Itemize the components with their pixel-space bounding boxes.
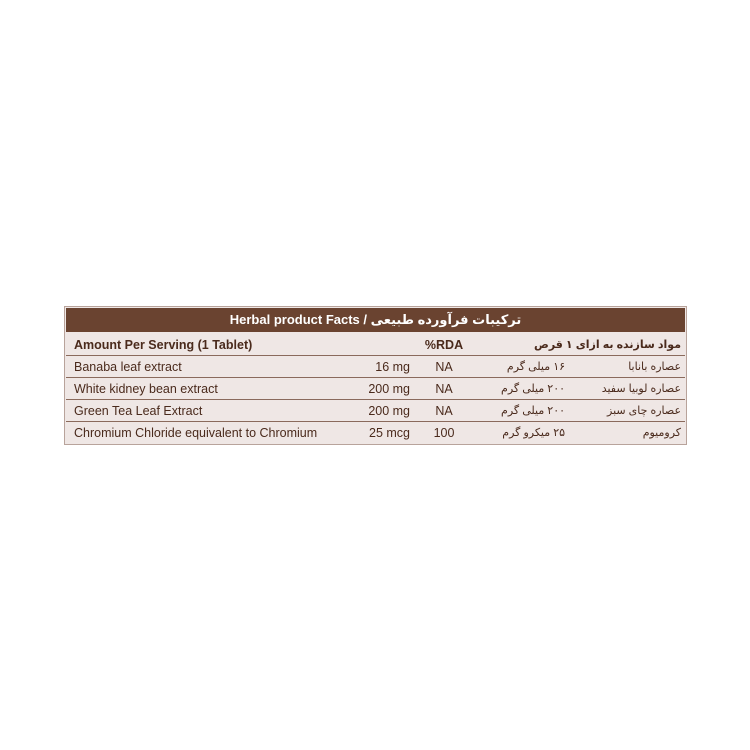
rda: NA bbox=[414, 377, 475, 400]
ingredient: Banaba leaf extract bbox=[66, 355, 356, 378]
amount-fa: ۲۰۰ میلی گرم bbox=[474, 377, 570, 400]
ingredient-fa: کرومیوم bbox=[642, 427, 682, 439]
rda: NA bbox=[414, 399, 475, 422]
ingredient-row: Green Tea Leaf Extract 200 mg NA ۲۰۰ میلی گ… bbox=[66, 399, 686, 422]
ingredient: Green Tea Leaf Extract bbox=[66, 399, 356, 422]
amount-fa: ۱۶ میلی گرم bbox=[474, 355, 570, 378]
amount: 200 mg bbox=[356, 377, 415, 400]
amount-fa: ۲۰۰ میلی گرم bbox=[474, 399, 570, 422]
amount-fa: ۲۵ میکرو گرم bbox=[502, 427, 566, 439]
amount: 25 mcg bbox=[369, 425, 411, 440]
rda: 100 bbox=[433, 425, 455, 440]
facts-label: Herbal product Facts / ترکیبات فرآورده ط… bbox=[64, 306, 687, 445]
ingredient-fa: عصاره لوبیا سفید bbox=[569, 377, 686, 400]
header-row: Amount Per Serving (1 Tablet) %RDA مواد … bbox=[66, 334, 686, 356]
rda-header: %RDA bbox=[414, 334, 475, 356]
ingredient-row: White kidney bean extract 200 mg NA ۲۰۰ میل… bbox=[66, 377, 686, 400]
ingredient: Chromium Chloride equivalent to Chromium bbox=[74, 425, 318, 440]
ingredient: White kidney bean extract bbox=[66, 377, 356, 400]
ingredient-row: Chromium Chloride equivalent to Chromium… bbox=[66, 422, 685, 444]
label-title: Herbal product Facts / ترکیبات فرآورده ط… bbox=[66, 308, 685, 332]
ingredient-fa: عصاره بانابا bbox=[569, 355, 686, 378]
ingredient-fa: عصاره چای سبز bbox=[569, 399, 686, 422]
facts-table: Amount Per Serving (1 Tablet) %RDA مواد … bbox=[66, 334, 686, 444]
ingredient-row: Banaba leaf extract 16 mg NA ۱۶ میلی گرم عصا… bbox=[66, 355, 686, 378]
serving-header: Amount Per Serving (1 Tablet) bbox=[66, 334, 415, 356]
amount: 200 mg bbox=[356, 399, 415, 422]
serving-header-fa: مواد سازنده به ازای ۱ قرص bbox=[474, 334, 686, 356]
rda: NA bbox=[414, 355, 475, 378]
amount: 16 mg bbox=[356, 355, 415, 378]
